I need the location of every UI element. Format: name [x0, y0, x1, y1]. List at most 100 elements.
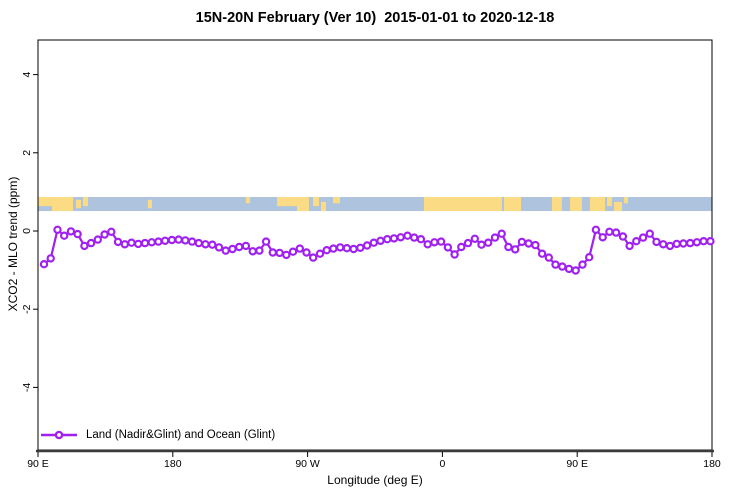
data-point — [517, 237, 527, 247]
land-patch — [277, 196, 297, 207]
data-point — [618, 232, 628, 241]
data-point — [679, 239, 688, 248]
data-point — [659, 240, 668, 249]
data-point — [578, 260, 587, 269]
data-point — [187, 237, 197, 246]
data-point — [537, 249, 547, 258]
data-point — [436, 237, 446, 246]
land-patch — [623, 196, 628, 204]
data-point — [174, 235, 183, 244]
y-tick-label: 0 — [21, 228, 33, 234]
data-point — [611, 228, 621, 237]
data-point — [638, 233, 648, 242]
y-tick-label: -2 — [21, 304, 33, 313]
land-patch — [312, 196, 319, 207]
data-point — [275, 248, 284, 258]
data-point — [531, 240, 540, 250]
data-point — [147, 238, 156, 247]
data-point — [133, 239, 143, 249]
x-axis-title: Longitude (deg E) — [327, 473, 423, 487]
data-point — [706, 236, 715, 246]
data-point — [255, 246, 264, 255]
data-point — [699, 236, 708, 246]
x-tick-label: 90 E — [27, 458, 49, 470]
data-point — [585, 253, 594, 262]
data-point — [652, 237, 661, 247]
data-point — [295, 244, 304, 253]
series-line — [43, 228, 711, 272]
legend: Land (Nadir&Glint) and Ocean (Glint) — [40, 428, 275, 442]
land-patch — [51, 196, 74, 212]
data-point — [86, 238, 96, 248]
data-point — [194, 238, 203, 248]
data-point — [288, 247, 298, 256]
data-point — [59, 231, 69, 240]
data-point — [524, 239, 533, 248]
data-point — [201, 240, 210, 249]
ocean-band — [38, 196, 712, 212]
data-point — [221, 246, 230, 255]
land-patch — [320, 201, 327, 212]
data-point — [376, 236, 385, 245]
data-point — [504, 242, 513, 252]
data-point — [309, 253, 318, 262]
data-point — [329, 244, 338, 253]
data-point — [154, 237, 163, 246]
data-point — [73, 229, 82, 239]
data-point — [228, 244, 237, 254]
data-point — [53, 225, 62, 234]
data-point — [605, 227, 614, 236]
data-point — [302, 248, 311, 257]
data-point — [511, 245, 520, 254]
x-tick-label: 0 — [439, 458, 445, 470]
data-point — [571, 266, 580, 275]
data-point — [457, 242, 466, 252]
land-patch — [423, 196, 503, 212]
data-point — [463, 238, 473, 248]
data-point — [672, 239, 681, 249]
land-patch — [589, 196, 606, 212]
y-tick-label: 4 — [21, 72, 33, 78]
data-point — [66, 227, 76, 236]
data-point — [551, 260, 560, 269]
data-point — [686, 238, 695, 248]
data-point — [544, 253, 554, 262]
x-tick-label: 180 — [164, 458, 182, 470]
data-point — [234, 242, 244, 252]
data-point — [591, 225, 601, 234]
land-patch — [246, 196, 250, 204]
data-point — [80, 241, 89, 251]
data-point — [181, 236, 190, 245]
data-point — [322, 245, 331, 255]
data-point — [564, 264, 574, 274]
data-point — [416, 234, 426, 244]
land-patch — [570, 196, 582, 212]
x-tick-label: 90 E — [566, 458, 588, 470]
data-point — [484, 238, 493, 247]
data-point — [598, 233, 607, 242]
data-point — [127, 238, 136, 247]
data-point — [241, 241, 251, 251]
data-point — [450, 250, 459, 259]
data-point — [160, 236, 170, 245]
data-point — [120, 240, 130, 249]
data-point — [46, 254, 55, 263]
land-patch — [38, 196, 52, 207]
data-point — [389, 234, 399, 243]
legend-marker-icon — [41, 430, 77, 440]
chart-title: 15N-20N February (Ver 10) 2015-01-01 to … — [195, 10, 555, 26]
data-point — [93, 235, 103, 244]
data-point — [208, 240, 217, 249]
data-point — [248, 247, 257, 256]
data-point — [558, 262, 567, 271]
data-point — [107, 227, 116, 236]
data-point — [140, 238, 150, 248]
data-point — [349, 244, 358, 254]
land-patch — [147, 199, 152, 209]
land-patch — [614, 201, 622, 212]
data-point — [336, 243, 345, 252]
land-patch — [296, 196, 309, 212]
data-point — [497, 229, 506, 238]
y-axis-title: XCO2 - MLO trend (ppm) — [6, 176, 20, 312]
legend-circle — [54, 430, 64, 440]
